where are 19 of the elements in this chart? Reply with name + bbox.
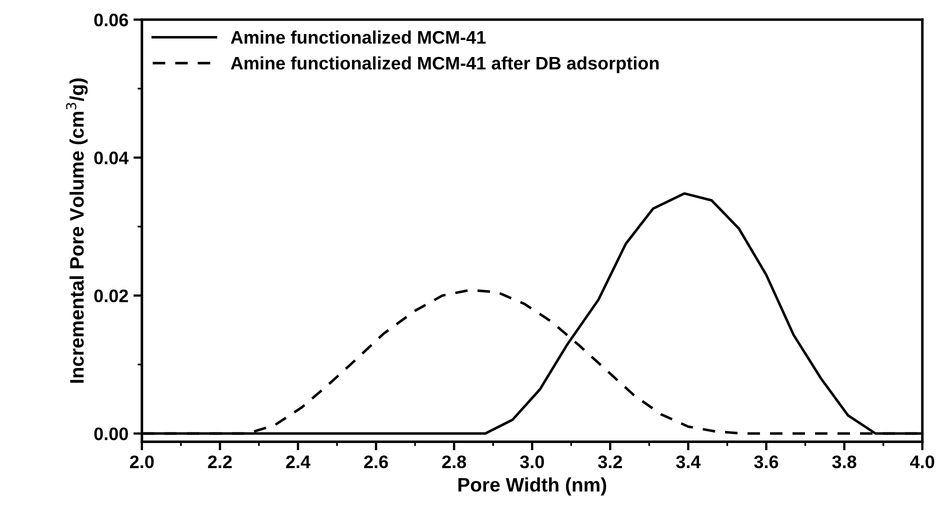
y-tick-label: 0.02 [94,289,128,302]
legend-label: Amine functionalized MCM-41 after DB adsorption [230,56,659,74]
y-tick-label: 0.04 [94,152,129,164]
legend-label: Amine functionalized MCM-41 [230,30,486,44]
x-tick-label: 2.8 [442,455,466,468]
y-tick-label: 0.00 [94,427,128,440]
x-tick-label: 4.0 [910,455,934,468]
x-tick-label: 3.2 [598,455,622,468]
y-axis-title: Incremental Pore Volume (cm$^{3}$/g) [66,78,88,383]
x-axis-title: Pore Width (nm) [458,477,606,496]
x-tick-label: 2.2 [208,455,232,468]
x-tick-label: 3.8 [832,455,856,468]
x-tick-label: 3.4 [676,455,701,468]
x-tick-label: 2.4 [286,455,310,468]
y-tick-label: 0.06 [94,14,128,26]
x-tick-label: 3.0 [520,455,544,468]
x-tick-label: 3.6 [754,455,778,468]
x-tick-label: 2.0 [130,455,154,468]
x-tick-label: 2.6 [364,455,388,468]
